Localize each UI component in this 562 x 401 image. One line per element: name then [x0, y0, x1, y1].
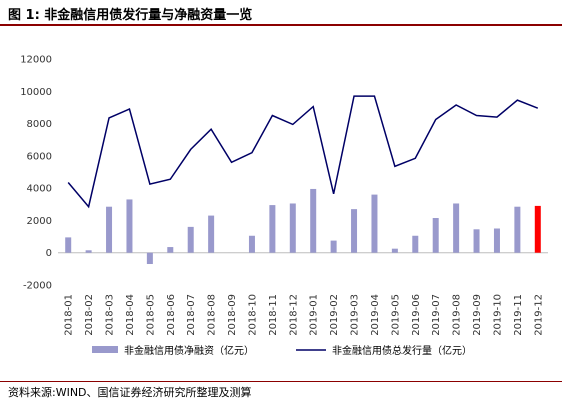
bar-net-financing [248, 235, 255, 253]
y-tick-label: 2000 [27, 216, 52, 227]
bar-net-financing [167, 247, 174, 253]
bar-net-financing [126, 199, 133, 253]
x-tick-label: 2018-03 [105, 294, 116, 336]
x-tick-label: 2018-02 [84, 294, 95, 336]
bar-net-financing [534, 205, 541, 253]
bar-net-financing [432, 218, 439, 253]
source-divider [0, 381, 562, 382]
x-tick-label: 2019-09 [472, 294, 483, 336]
x-tick-label: 2018-06 [166, 294, 177, 336]
bar-net-financing [493, 228, 500, 253]
x-tick-label: 2018-11 [268, 294, 279, 336]
y-tick-label: 10000 [20, 87, 52, 98]
bar-net-financing [146, 252, 153, 265]
x-tick-label: 2019-02 [329, 294, 340, 336]
x-tick-label: 2019-08 [452, 294, 463, 336]
figure-title: 图 1: 非金融信用债发行量与净融资量一览 [8, 8, 253, 23]
x-tick-label: 2018-09 [227, 294, 238, 336]
y-tick-label: 4000 [27, 184, 52, 195]
chart-svg: -2000 0 2000 4000 6000 8000 10000 12000 2018-01… [20, 55, 548, 357]
x-tick-label: 2018-05 [145, 294, 156, 336]
x-tick-label: 2018-08 [207, 294, 218, 336]
bar-net-financing [269, 205, 276, 253]
x-axis-ticks: 2018-01 2018-02 2018-03 2018-04 2018-05 2018-… [64, 294, 545, 336]
bar-series [65, 188, 541, 265]
x-tick-label: 2019-01 [309, 294, 320, 336]
source-note: 资料来源:WIND、国信证券经济研究所整理及测算 [8, 386, 252, 399]
issuance-line [67, 95, 539, 209]
y-tick-label: -2000 [23, 281, 52, 292]
x-tick-label: 2019-06 [411, 294, 422, 336]
y-tick-label: 6000 [27, 151, 52, 162]
y-tick-label: 0 [46, 248, 52, 259]
x-tick-label: 2018-01 [64, 294, 75, 336]
bar-net-financing [351, 209, 358, 253]
bar-net-financing [371, 194, 378, 253]
x-tick-label: 2018-04 [125, 294, 136, 336]
x-tick-label: 2018-12 [288, 294, 299, 336]
bar-net-financing [330, 240, 337, 253]
title-divider [0, 24, 562, 26]
bar-net-financing [65, 237, 72, 253]
y-axis-ticks: -2000 0 2000 4000 6000 8000 10000 12000 [20, 55, 52, 292]
bar-net-financing [453, 203, 460, 253]
y-tick-label: 8000 [27, 119, 52, 130]
x-tick-label: 2019-10 [492, 294, 503, 336]
bar-net-financing [514, 206, 521, 253]
bar-net-financing [106, 206, 113, 253]
bar-net-financing [412, 235, 419, 253]
legend-bar-swatch [92, 346, 118, 353]
bar-net-financing [208, 215, 215, 253]
x-tick-label: 2018-07 [186, 294, 197, 336]
legend: 非金融信用债净融资（亿元） 非金融信用债总发行量（亿元） [92, 344, 472, 357]
bar-net-financing [289, 203, 296, 253]
x-tick-label: 2019-05 [390, 294, 401, 336]
bar-net-financing [310, 188, 317, 253]
x-tick-label: 2019-03 [350, 294, 361, 336]
x-tick-label: 2018-10 [247, 294, 258, 336]
y-tick-label: 12000 [20, 55, 52, 66]
x-tick-label: 2019-12 [533, 294, 544, 336]
bar-net-financing [473, 229, 480, 253]
bar-net-financing [391, 248, 398, 253]
bar-net-financing [187, 226, 194, 253]
x-tick-label: 2019-04 [370, 294, 381, 336]
legend-bar-label: 非金融信用债净融资（亿元） [124, 344, 254, 357]
x-tick-label: 2019-07 [431, 294, 442, 336]
legend-line-label: 非金融信用债总发行量（亿元） [332, 344, 472, 357]
x-tick-label: 2019-11 [513, 294, 524, 336]
bar-net-financing [85, 250, 92, 253]
